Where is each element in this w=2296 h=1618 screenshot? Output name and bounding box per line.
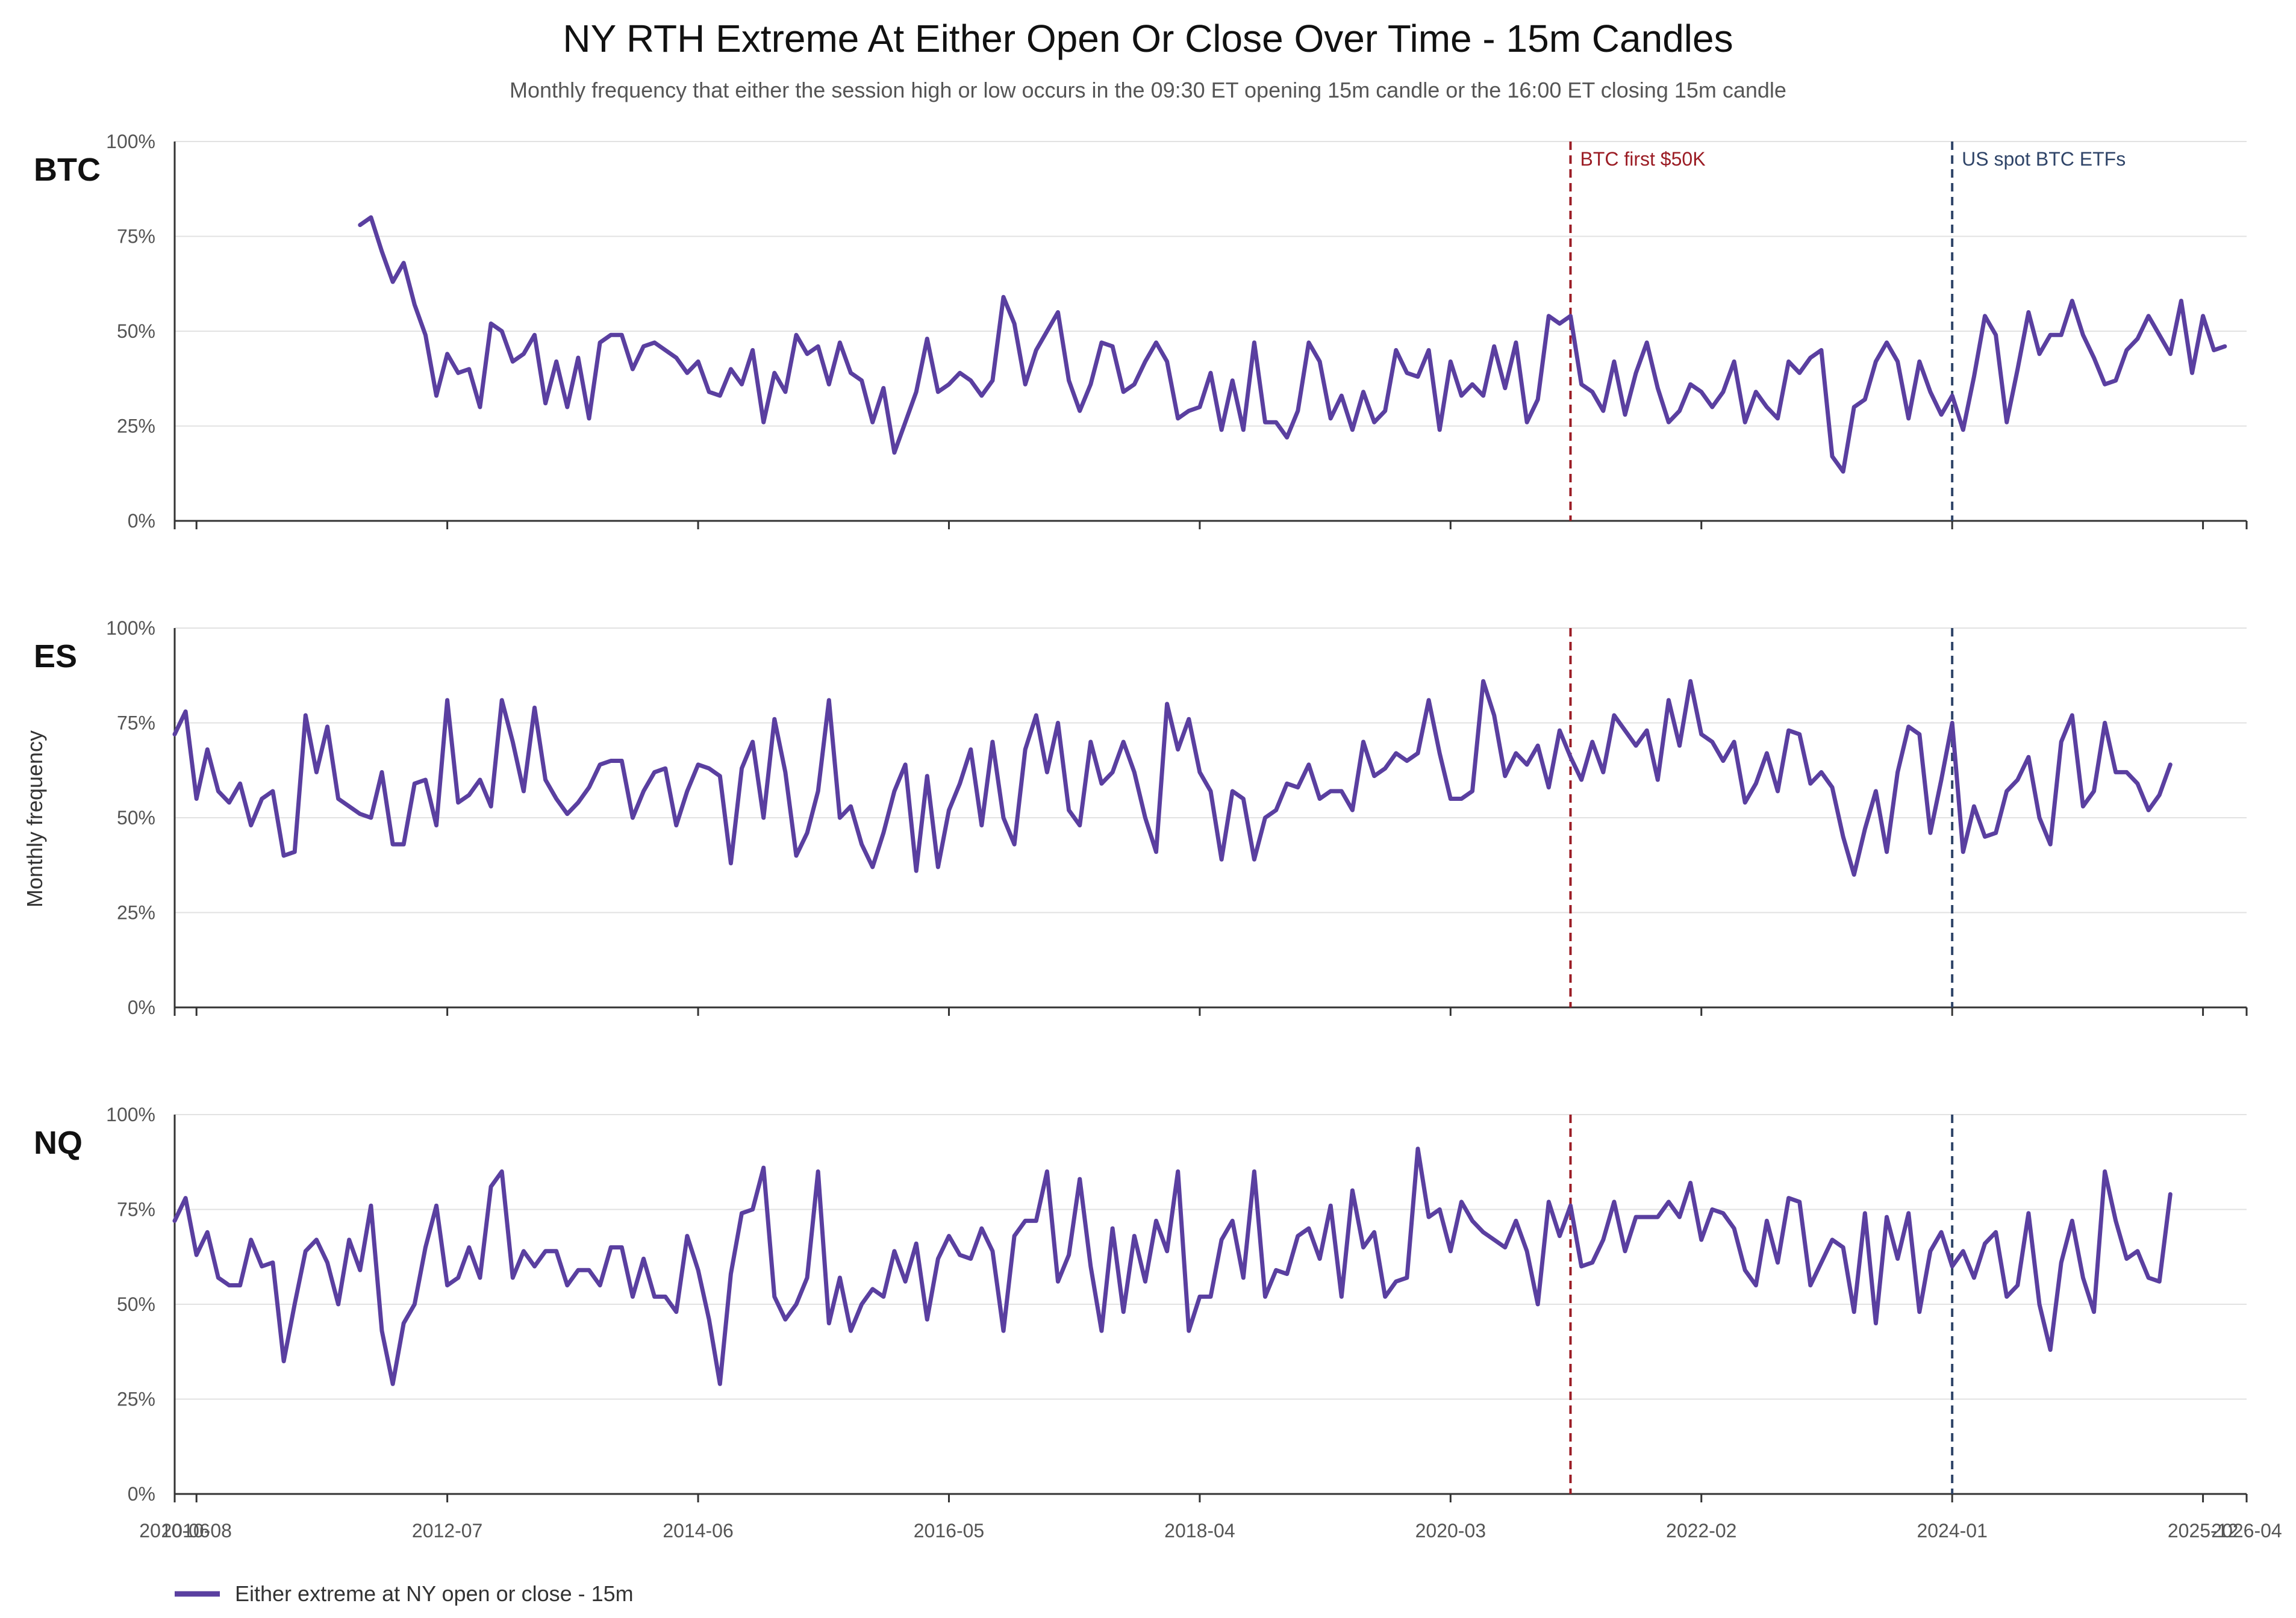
y-axis-label: Monthly frequency [22,730,47,907]
x-tick-label: 2012-07 [412,1520,482,1542]
chart-subtitle: Monthly frequency that either the sessio… [510,78,1786,102]
x-tick-label: 2016-05 [914,1520,984,1542]
panel-label: NQ [34,1125,83,1161]
y-tick-label: 100% [106,131,155,152]
y-tick-label: 25% [117,415,155,437]
legend-label: Either extreme at NY open or close - 15m [235,1581,634,1606]
chart-title: NY RTH Extreme At Either Open Or Close O… [563,17,1733,60]
x-tick-label: 2018-04 [1164,1520,1235,1542]
series-line [172,679,2173,877]
legend: Either extreme at NY open or close - 15m [175,1581,634,1606]
y-tick-label: 25% [117,902,155,924]
y-tick-label: 0% [128,510,155,532]
x-tick-label: 2022-02 [1666,1520,1736,1542]
panel-label: BTC [34,152,101,188]
y-tick-label: 50% [117,807,155,829]
y-tick-label: 75% [117,226,155,247]
y-tick-label: 50% [117,320,155,342]
panel-btc: 0% 25% 50% 75% 100% BTC first $50K US spot BTC… [34,131,2248,532]
panel-label: ES [34,638,77,674]
x-tick-label: 2020-03 [1415,1520,1486,1542]
y-tick-label: 25% [117,1389,155,1410]
y-tick-label: 50% [117,1293,155,1315]
event-label: BTC first $50K [1580,148,1705,170]
panel-es: 0% 25% 50% 75% 100% ES [34,617,2248,1018]
x-tick-label: 2014-06 [663,1520,733,1542]
series-line [172,1147,2173,1386]
x-tick-label: 2025-12 [2168,1520,2238,1542]
chart-panels: 0% 25% 50% 75% 100% BTC first $50K US spot BTC… [34,131,2248,1505]
y-tick-label: 0% [128,1483,155,1505]
y-tick-label: 75% [117,1199,155,1221]
y-tick-label: 100% [106,617,155,639]
y-tick-label: 100% [106,1104,155,1125]
x-tick-label: 2010-06 [139,1520,210,1542]
event-label: US spot BTC ETFs [1962,148,2126,170]
y-tick-label: 75% [117,712,155,734]
series-line [358,215,2227,474]
y-tick-label: 0% [128,997,155,1018]
panel-nq: 0% 25% 50% 75% 100% NQ [34,1104,2248,1505]
x-tick-label: 2010-08 [161,1520,231,1542]
x-tick-label: 2026-04 [2211,1520,2282,1542]
x-tick-label: 2024-01 [1917,1520,1987,1542]
